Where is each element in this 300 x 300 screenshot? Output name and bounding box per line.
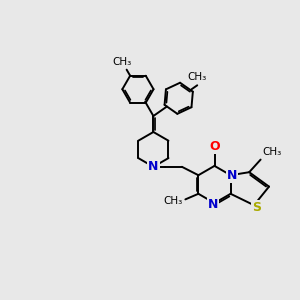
Text: S: S [252, 201, 261, 214]
Text: O: O [209, 140, 220, 153]
Text: N: N [148, 160, 159, 173]
Text: N: N [208, 198, 218, 211]
Text: CH₃: CH₃ [262, 147, 281, 157]
Text: CH₃: CH₃ [112, 57, 132, 67]
Text: CH₃: CH₃ [188, 72, 207, 82]
Text: N: N [227, 169, 237, 182]
Text: N: N [148, 160, 159, 173]
Text: CH₃: CH₃ [164, 196, 183, 206]
